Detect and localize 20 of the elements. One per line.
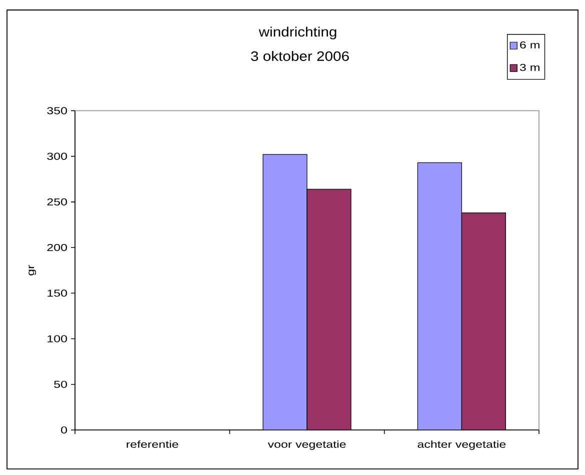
bar (461, 212, 506, 430)
y-tick-label: 200 (47, 244, 67, 252)
y-tick-label: 0 (61, 426, 68, 434)
y-tick-label: 50 (54, 380, 67, 388)
x-tick-label: achter vegetatie (418, 440, 506, 450)
bar (262, 154, 308, 430)
y-tick-label: 100 (48, 335, 67, 342)
y-axis-title: gr (28, 264, 36, 276)
y-tick-label: 250 (47, 198, 67, 206)
legend-label: 6 m (520, 41, 540, 48)
y-tick-label: 150 (48, 290, 67, 297)
y-tick-label: 300 (47, 152, 67, 160)
x-tick-label: referentie (126, 440, 178, 448)
legend-label: 3 m (520, 64, 540, 71)
y-tick-label: 350 (47, 107, 67, 114)
chart-subtitle: 3 oktober 2006 (251, 51, 349, 61)
x-tick-label: voor vegetatie (268, 440, 346, 450)
chart-title: windrichting (258, 26, 336, 40)
bar (306, 188, 352, 430)
bar (417, 162, 462, 430)
